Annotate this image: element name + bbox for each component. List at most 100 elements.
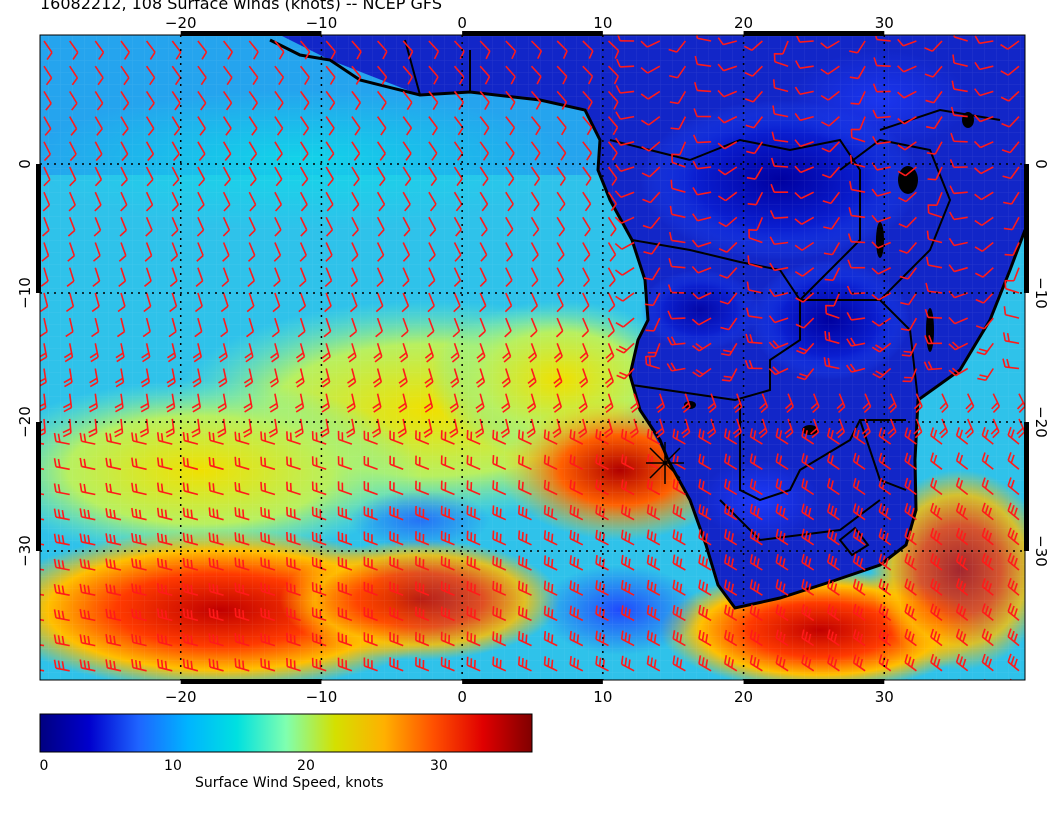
wind-barb bbox=[1007, 653, 1020, 672]
wind-barb bbox=[981, 477, 994, 496]
wind-barb bbox=[156, 658, 173, 672]
wind-barb bbox=[63, 343, 74, 363]
wind-barb bbox=[346, 393, 356, 413]
wind-barb bbox=[698, 630, 712, 647]
wind-barb bbox=[40, 440, 45, 445]
wind-barb bbox=[615, 111, 635, 120]
wind-barb bbox=[68, 166, 77, 187]
wind-barb bbox=[698, 655, 712, 672]
wind-barb bbox=[615, 85, 635, 94]
wind-barb bbox=[718, 241, 738, 254]
wind-barb bbox=[43, 90, 52, 111]
wind-barb bbox=[182, 431, 199, 445]
wind-barb bbox=[171, 65, 182, 86]
wind-barb bbox=[517, 631, 532, 647]
wind-barb bbox=[145, 141, 155, 162]
wind-barb bbox=[691, 292, 712, 300]
wind-barb bbox=[681, 418, 691, 439]
wind-barb bbox=[820, 90, 840, 101]
wind-barb bbox=[182, 457, 199, 471]
wind-barb bbox=[427, 292, 435, 313]
wind-barb bbox=[620, 580, 635, 596]
wind-barb bbox=[655, 418, 665, 439]
wind-barb bbox=[415, 505, 430, 521]
wind-barb bbox=[428, 267, 436, 288]
wind-barb bbox=[732, 418, 742, 439]
wind-barb bbox=[27, 685, 45, 696]
wind-barb bbox=[615, 292, 635, 302]
wind-barb bbox=[951, 80, 968, 93]
wind-barb bbox=[530, 141, 541, 161]
wind-barb bbox=[466, 480, 481, 496]
frame-tick-bar bbox=[743, 31, 885, 36]
wind-barb bbox=[847, 259, 866, 269]
wind-barb bbox=[543, 656, 558, 672]
wind-barb bbox=[768, 340, 789, 350]
lon-tick-label: 30 bbox=[875, 688, 894, 706]
wind-barb bbox=[569, 555, 584, 571]
wind-barb bbox=[555, 317, 564, 338]
wind-barb bbox=[1003, 216, 1020, 231]
wind-barb bbox=[801, 503, 815, 521]
wind-barb bbox=[218, 368, 228, 388]
wind-barb bbox=[40, 516, 45, 521]
wind-barb bbox=[862, 393, 872, 414]
wind-barb bbox=[479, 40, 491, 60]
wind-barb bbox=[424, 343, 435, 363]
wind-barb bbox=[955, 502, 969, 521]
wind-barb bbox=[1007, 603, 1020, 622]
wind-barb bbox=[118, 242, 127, 262]
wind-barb bbox=[196, 216, 205, 237]
wind-barb bbox=[387, 682, 406, 696]
wind-barb bbox=[53, 458, 70, 471]
wind-barb bbox=[717, 141, 738, 150]
wind-barb bbox=[556, 90, 568, 110]
frame-tick-bar bbox=[1024, 164, 1029, 293]
wind-barb bbox=[646, 504, 661, 521]
wind-barb bbox=[852, 528, 866, 546]
wind-barb bbox=[955, 553, 969, 571]
wind-barb bbox=[376, 267, 384, 288]
wind-barb bbox=[824, 267, 841, 282]
wind-barb bbox=[79, 685, 97, 696]
wind-barb bbox=[400, 317, 409, 338]
wind-barb bbox=[721, 342, 738, 357]
wind-barb bbox=[166, 368, 176, 388]
wind-barb bbox=[40, 566, 45, 571]
wind-barb bbox=[104, 685, 122, 696]
wind-barb bbox=[646, 630, 661, 647]
wind-barb bbox=[295, 368, 305, 388]
wind-barb bbox=[517, 605, 532, 622]
wind-barb bbox=[718, 216, 738, 228]
wind-barb bbox=[259, 683, 278, 696]
wind-barb bbox=[645, 317, 661, 332]
wind-barb bbox=[246, 317, 255, 338]
wind-barb bbox=[453, 65, 465, 85]
wind-barb bbox=[351, 141, 361, 161]
wind-barb bbox=[871, 342, 892, 353]
wind-barb bbox=[646, 529, 661, 546]
wind-barb bbox=[274, 90, 284, 111]
wind-barb bbox=[505, 116, 516, 136]
wind-barb bbox=[775, 604, 789, 622]
wind-barb bbox=[415, 455, 430, 471]
wind-barb bbox=[527, 368, 537, 388]
wind-barb bbox=[89, 368, 99, 388]
wind-barb bbox=[724, 478, 738, 496]
wind-barb bbox=[40, 368, 47, 388]
wind-barb bbox=[1000, 40, 1020, 50]
wind-barb bbox=[114, 393, 124, 413]
wind-barb bbox=[744, 65, 763, 77]
wind-barb bbox=[981, 552, 994, 571]
wind-barb bbox=[1002, 166, 1020, 180]
lon-tick-label: −10 bbox=[306, 14, 338, 32]
wind-barb bbox=[973, 114, 994, 123]
wind-barb bbox=[371, 418, 382, 438]
wind-barb bbox=[375, 292, 384, 313]
lon-tick-label: 20 bbox=[734, 14, 753, 32]
wind-barb bbox=[939, 393, 949, 414]
wind-barb bbox=[141, 343, 151, 363]
wind-barb bbox=[981, 452, 994, 470]
wind-barb bbox=[466, 430, 481, 445]
wind-barb bbox=[641, 141, 661, 152]
